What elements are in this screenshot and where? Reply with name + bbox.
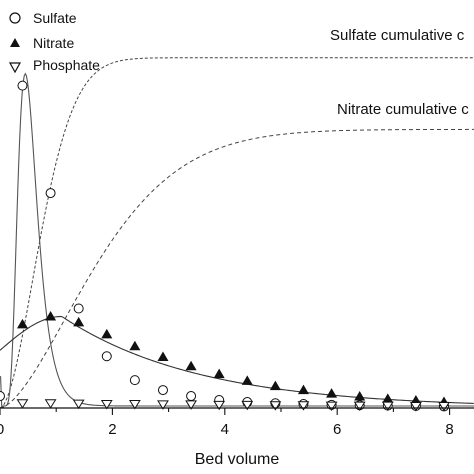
x-axis-title: Bed volume [195, 451, 280, 468]
sulfate-cumulative-annotation: Sulfate cumulative c [330, 27, 465, 44]
phosphate-point [297, 401, 310, 411]
nitrate-point [382, 393, 394, 403]
x-ticks: 0 2 4 6 8 [0, 408, 454, 438]
fit-curves [0, 72, 474, 407]
sulfate-point [101, 351, 112, 362]
phosphate-point [185, 400, 197, 410]
sulfate-fit-curve [0, 72, 474, 407]
phosphate-point [381, 401, 394, 412]
legend: Sulfate Nitrate Phosphate [8, 10, 100, 74]
sulfate-point [45, 188, 56, 199]
x-tick-label: 6 [333, 421, 341, 438]
nitrate-point [213, 368, 225, 379]
x-tick-label: 2 [108, 421, 116, 438]
phosphate-point [409, 402, 422, 412]
nitrate-cumulative-annotation: Nitrate cumulative c [337, 101, 469, 118]
sulfate-point [129, 375, 140, 386]
x-tick-label: 0 [0, 421, 4, 438]
x-tick-label: 4 [221, 421, 229, 438]
phosphate-point [100, 400, 113, 410]
nitrate-point [73, 316, 85, 327]
nitrate-point [297, 384, 309, 395]
sulfate-cumulative-curve [0, 57, 474, 409]
legend-marker-sulfate [9, 12, 21, 24]
nitrate-fit-curve [0, 315, 474, 404]
sulfate-point [73, 303, 84, 314]
phosphate-point [241, 400, 254, 411]
sulfate-point [157, 385, 168, 396]
phosphate-point [72, 399, 85, 410]
nitrate-point [157, 351, 169, 362]
phosphate-point [269, 401, 282, 411]
sulfate-point [186, 391, 197, 402]
legend-label-phosphate: Phosphate [33, 57, 100, 73]
phosphate-point [353, 401, 366, 412]
nitrate-point [16, 318, 28, 329]
nitrate-point [326, 388, 338, 398]
sulfate-point [0, 391, 5, 402]
sulfate-point [17, 80, 28, 91]
legend-label-nitrate: Nitrate [33, 35, 74, 51]
phosphate-point [44, 399, 57, 409]
nitrate-point [45, 310, 57, 321]
legend-marker-phosphate [8, 62, 22, 74]
phosphate-point [438, 402, 450, 412]
nitrate-point [354, 390, 366, 401]
legend-label-sulfate: Sulfate [33, 10, 77, 26]
data-points [0, 80, 450, 412]
phosphate-point [128, 400, 141, 410]
phosphate-point [325, 401, 338, 412]
nitrate-point [101, 328, 113, 339]
legend-marker-nitrate [10, 38, 20, 47]
phosphate-point [157, 400, 169, 410]
phosphate-point [16, 399, 29, 409]
nitrate-point [269, 380, 281, 391]
phosphate-point [213, 400, 226, 411]
nitrate-point [185, 360, 197, 371]
cumulative-curves [0, 57, 474, 409]
nitrate-point [241, 375, 253, 385]
nitrate-cumulative-curve [0, 128, 474, 409]
x-tick-label: 8 [445, 421, 453, 438]
nitrate-point [129, 340, 141, 351]
